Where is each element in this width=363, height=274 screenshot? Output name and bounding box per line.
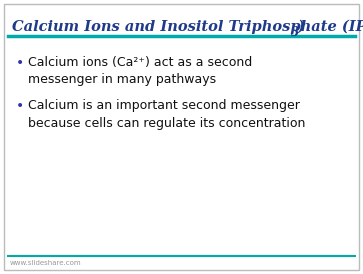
Text: ): ) (298, 20, 305, 34)
FancyBboxPatch shape (4, 4, 359, 270)
Text: Calcium is an important second messenger
because cells can regulate its concentr: Calcium is an important second messenger… (28, 99, 305, 130)
Text: •: • (16, 56, 24, 70)
Text: •: • (16, 99, 24, 113)
Text: 3: 3 (291, 26, 299, 39)
Text: Calcium Ions and Inositol Triphosphate (IP: Calcium Ions and Inositol Triphosphate (… (12, 20, 363, 35)
Text: www.slideshare.com: www.slideshare.com (10, 260, 82, 266)
Text: Calcium ions (Ca²⁺) act as a second
messenger in many pathways: Calcium ions (Ca²⁺) act as a second mess… (28, 56, 252, 87)
